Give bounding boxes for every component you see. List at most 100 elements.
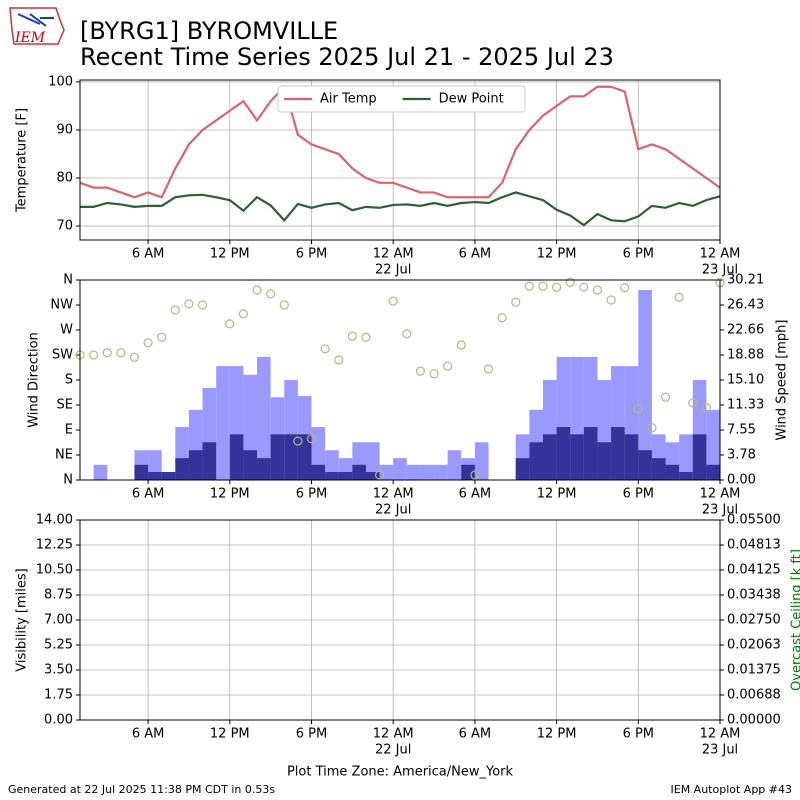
point [701,403,711,413]
point [374,470,385,480]
x-tick-label: 6 AM [459,487,492,502]
x-tick-label: 6 PM [623,487,654,502]
bar [202,442,217,480]
y2-tick-label: 0.04813 [727,538,781,553]
y-tick-label: 100 [48,74,73,89]
y2-axis-label: Wind Speed [mph] [775,320,790,441]
point [170,305,180,315]
x-tick-date: 22 Jul [375,263,411,278]
bar [229,434,244,480]
y-tick-label: N [63,473,73,488]
y-tick-label: 1.75 [44,688,73,703]
point [429,369,439,379]
y-tick-label: SE [57,398,73,413]
x-tick-label: 6 PM [623,727,654,742]
y2-tick-label: 0.04125 [727,563,781,578]
line [80,191,721,227]
bar [406,464,421,480]
y2-tick-label: 7.55 [727,423,756,438]
y-tick-label: 0.00 [44,713,73,728]
bar [679,472,693,480]
bar [692,434,707,480]
bar [570,434,584,480]
bar [556,427,571,480]
x-tick-label: 12 PM [210,727,250,742]
logo: IEM [9,7,65,46]
y-tick-label: E [65,423,73,438]
logo-text: IEM [14,30,46,46]
point [511,297,521,307]
x-tick-label: 6 AM [132,247,165,262]
y-axis-label: Wind Direction [27,332,42,428]
point [592,285,603,295]
bar [461,464,475,480]
y-tick-label: 80 [56,171,73,186]
point [129,352,140,362]
y-tick-label: 5.25 [44,638,73,653]
footer-right: IEM Autoplot App #43 [671,783,793,796]
bar [257,458,271,480]
point [538,281,548,291]
bar [243,450,258,480]
subtitle: Recent Time Series 2025 Jul 21 - 2025 Ju… [80,43,614,71]
point [334,355,344,365]
point [688,398,698,408]
bar [651,458,666,480]
title: [BYRG1] BYROMVILLE [80,17,338,45]
footer-left: Generated at 22 Jul 2025 11:38 PM CDT in… [8,783,275,796]
point [197,300,208,310]
y2-tick-label: 0.00 [727,473,756,488]
y-tick-label: SW [52,348,73,363]
bar [379,464,394,480]
logo-lines [17,13,54,27]
y2-tick-label: 0.02063 [727,638,781,653]
point [674,292,684,302]
y-tick-label: 14.00 [36,513,73,528]
bar [638,450,652,480]
point [415,366,426,376]
bar [597,442,612,480]
point [320,344,330,354]
point [620,283,630,293]
bar [706,409,720,480]
x-tick-date: 23 Jul [702,743,738,758]
x-tick-label: 6 AM [459,727,492,742]
point [347,331,357,341]
bar [434,464,448,480]
point [456,340,466,350]
point [402,329,412,339]
point [89,350,99,360]
x-tick-label: 6 AM [459,247,492,262]
x-tick-date: 22 Jul [375,503,411,518]
x-tick-label: 6 AM [132,727,165,742]
point [647,423,657,433]
x-tick-label: 12 AM [700,487,741,502]
point [470,470,480,480]
legend-box [277,85,526,113]
point [279,300,289,310]
bar [188,450,203,480]
point [293,436,303,446]
x-tick-label: 12 PM [537,727,577,742]
bar [365,472,380,480]
point [306,434,317,444]
point [361,332,371,342]
x-tick-label: 6 PM [296,247,327,262]
y2-tick-label: 0.00688 [727,688,781,703]
y-tick-label: 12.25 [36,538,73,553]
x-tick-label: 6 PM [296,727,327,742]
plot-frame [79,519,721,721]
bar [284,434,298,480]
x-tick-date: 23 Jul [702,503,738,518]
y2-tick-label: 15.10 [727,373,764,388]
y-tick-label: N [63,273,73,288]
bar [365,442,380,480]
bar [257,356,271,480]
x-tick-label: 12 AM [373,727,414,742]
y-tick-label: 7.00 [44,613,73,628]
x-tick-label: 12 PM [537,487,577,502]
y2-tick-label: 0.05500 [727,513,781,528]
bar [393,458,407,480]
bar [270,434,285,480]
point [551,282,562,292]
